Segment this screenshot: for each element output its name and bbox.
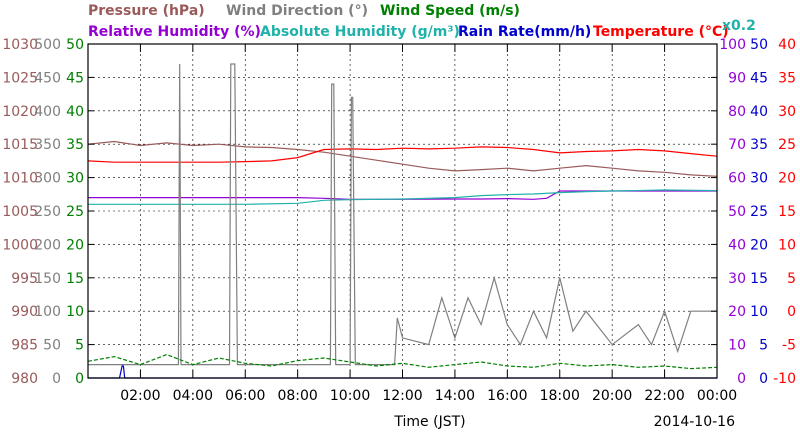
series-line-0	[87, 140, 718, 177]
rh-tick-label: 90	[728, 70, 746, 86]
rh-tick-label: 80	[728, 104, 746, 120]
temp-tick-label: 0	[787, 304, 796, 320]
rain-tick-label: 25	[750, 204, 768, 220]
wspd-tick-label: 40	[66, 104, 84, 120]
temp-tick-label: -5	[782, 338, 796, 354]
temp-tick-label: -10	[773, 371, 796, 387]
wspd-tick-label: 5	[75, 338, 84, 354]
series-line-2	[88, 190, 717, 200]
wspd-tick-label: 45	[66, 70, 84, 86]
pressure-tick-label: 1005	[2, 204, 38, 220]
wspd-tick-label: 15	[66, 271, 84, 287]
x-tick-label: 16:00	[487, 388, 527, 404]
rh-tick-label: 60	[728, 171, 746, 187]
pressure-tick-label: 1025	[2, 70, 38, 86]
wdir-tick-label: 400	[34, 104, 61, 120]
wdir-tick-label: 100	[34, 304, 61, 320]
temp-tick-label: 5	[787, 271, 796, 287]
temp-tick-label: 10	[778, 237, 796, 253]
temp-tick-label: 25	[778, 137, 796, 153]
wdir-tick-label: 450	[34, 70, 61, 86]
temp-tick-label: 20	[778, 171, 796, 187]
legend-relative-humidity: Relative Humidity (%)	[88, 24, 261, 40]
temp-tick-label: 15	[778, 204, 796, 220]
wdir-tick-label: 350	[34, 137, 61, 153]
x-tick-label: 20:00	[592, 388, 632, 404]
rain-tick-label: 50	[750, 37, 768, 53]
pressure-tick-label: 1030	[2, 37, 38, 53]
pressure-tick-label: 990	[11, 304, 38, 320]
rh-tick-label: 0	[737, 371, 746, 387]
wspd-tick-label: 50	[66, 37, 84, 53]
rain-tick-label: 45	[750, 70, 768, 86]
wspd-tick-label: 10	[66, 304, 84, 320]
rh-tick-label: 10	[728, 338, 746, 354]
legend-wind-direction: Wind Direction (°)	[226, 3, 368, 19]
wspd-tick-label: 0	[75, 371, 84, 387]
rain-tick-label: 40	[750, 104, 768, 120]
wspd-tick-label: 35	[66, 137, 84, 153]
series-line-1	[87, 146, 718, 163]
pressure-tick-label: 1010	[2, 171, 38, 187]
rain-tick-label: 20	[750, 237, 768, 253]
series-line-5	[87, 353, 718, 370]
legend-ah-factor: x0.2	[722, 18, 756, 34]
wdir-tick-label: 200	[34, 237, 61, 253]
rh-tick-label: 70	[728, 137, 746, 153]
wdir-tick-label: 500	[34, 37, 61, 53]
legend-absolute-humidity: Absolute Humidity (g/m³)	[260, 24, 460, 40]
rain-tick-label: 10	[750, 304, 768, 320]
rain-tick-label: 15	[750, 271, 768, 287]
x-tick-label: 02:00	[120, 388, 160, 404]
rain-tick-label: 5	[759, 338, 768, 354]
rain-tick-label: 35	[750, 137, 768, 153]
legend-pressure: Pressure (hPa)	[88, 3, 205, 19]
rh-tick-label: 20	[728, 304, 746, 320]
legend-temperature: Temperature (°C)	[593, 24, 729, 40]
pressure-tick-label: 985	[11, 338, 38, 354]
pressure-tick-label: 1000	[2, 237, 38, 253]
rh-tick-label: 100	[719, 37, 746, 53]
rain-tick-label: 30	[750, 171, 768, 187]
x-tick-label: 08:00	[277, 388, 317, 404]
temp-tick-label: 30	[778, 104, 796, 120]
x-axis-label: Time (JST)	[393, 414, 465, 430]
wspd-tick-label: 20	[66, 237, 84, 253]
series-line-4	[88, 63, 717, 366]
x-tick-label: 18:00	[540, 388, 580, 404]
x-tick-label: 10:00	[330, 388, 370, 404]
wdir-tick-label: 250	[34, 204, 61, 220]
rh-tick-label: 30	[728, 271, 746, 287]
x-tick-label: 00:00	[697, 388, 737, 404]
pressure-tick-label: 1020	[2, 104, 38, 120]
x-tick-label: 22:00	[644, 388, 684, 404]
pressure-tick-label: 1015	[2, 137, 38, 153]
temp-tick-label: 40	[778, 37, 796, 53]
legend-wind-speed: Wind Speed (m/s)	[380, 3, 520, 19]
rain-tick-label: 0	[759, 371, 768, 387]
x-tick-label: 14:00	[435, 388, 475, 404]
x-tick-label: 04:00	[173, 388, 213, 404]
wdir-tick-label: 150	[34, 271, 61, 287]
pressure-tick-label: 995	[11, 271, 38, 287]
wdir-tick-label: 300	[34, 171, 61, 187]
x-tick-label: 06:00	[225, 388, 265, 404]
wdir-tick-label: 0	[52, 371, 61, 387]
rh-tick-label: 50	[728, 204, 746, 220]
wspd-tick-label: 25	[66, 204, 84, 220]
series-line-3	[88, 189, 718, 205]
pressure-tick-label: 980	[11, 371, 38, 387]
legend-rain-rate: Rain Rate(mm/h)	[458, 24, 591, 40]
wdir-tick-label: 50	[43, 338, 61, 354]
rh-tick-label: 40	[728, 237, 746, 253]
date-label: 2014-10-16	[654, 414, 735, 430]
x-tick-label: 12:00	[382, 388, 422, 404]
wspd-tick-label: 30	[66, 171, 84, 187]
temp-tick-label: 35	[778, 70, 796, 86]
